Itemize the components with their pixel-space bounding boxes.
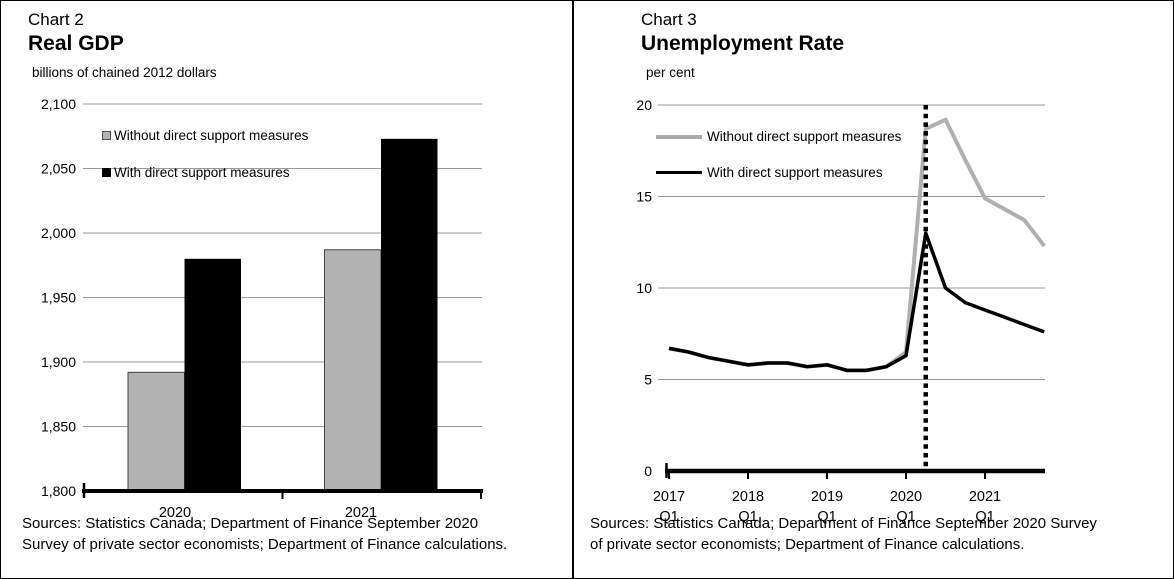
- black-square-marker-icon: [102, 168, 111, 177]
- legend-label-with-support: With direct support measures: [114, 165, 290, 180]
- y-tick-label: 15: [636, 189, 652, 205]
- chart2-number-label: Chart 2: [28, 10, 84, 29]
- x-tick-year-label: 2019: [811, 489, 843, 505]
- y-tick-label: 1,800: [41, 483, 76, 499]
- x-tick-year-label: 2021: [969, 489, 1001, 505]
- y-tick-label: 1,900: [41, 354, 76, 370]
- y-tick-label: 5: [644, 372, 652, 388]
- bar-without-support: [127, 371, 185, 492]
- x-tick-quarter-label: Q1: [659, 509, 678, 525]
- x-tick-year-label: 2020: [890, 489, 922, 505]
- real-gdp-bar-chart: 1,800 1,850 1,900 1,950 2,000 2,050 2,100 2020 2…: [41, 96, 483, 521]
- y-tick-label: 10: [636, 280, 652, 296]
- chart2-panel: 1,800 1,850 1,900 1,950 2,000 2,050 2,100 2020 2…: [1, 1, 573, 578]
- x-tick-label: 2020: [159, 505, 191, 521]
- line-without-support: [668, 117, 1046, 373]
- chart3-sources-line2: of private sector economists; Department…: [590, 536, 1025, 553]
- chart2-sources-line2: Survey of private sector economists; Dep…: [22, 536, 508, 553]
- panel-divider: [572, 1, 574, 578]
- y-tick-label: 2,100: [41, 96, 76, 112]
- y-tick-label: 2,050: [41, 161, 76, 177]
- legend-label-with-support: With direct support measures: [707, 165, 883, 180]
- chart3-panel: 0 5 10 15 20 2017 Q1 2018 Q1 2019 Q1 2020 Q1 2021 Q1 C…: [575, 1, 1173, 578]
- x-tick-quarter-label: Q1: [975, 509, 994, 525]
- chart2-sources: Sources: Statistics Canada; Department o…: [22, 513, 567, 555]
- bar-with-support: [381, 138, 438, 491]
- legend-label-without-support: Without direct support measures: [707, 129, 902, 144]
- y-tick-label: 1,850: [41, 419, 76, 435]
- chart3-legend-item-with-support: With direct support measures: [656, 165, 883, 180]
- line-with-support: [668, 231, 1045, 373]
- y-tick-label: 2,000: [41, 225, 76, 241]
- unemployment-rate-line-chart: 0 5 10 15 20 2017 Q1 2018 Q1 2019 Q1 2020 Q1 2021 Q1: [636, 97, 1046, 525]
- chart3-sources: Sources: Statistics Canada; Department o…: [590, 513, 1168, 555]
- y-tick-label: 1,950: [41, 290, 76, 306]
- x-tick-year-label: 2017: [653, 489, 685, 505]
- legend-label-without-support: Without direct support measures: [114, 128, 309, 143]
- chart2-sources-line1: Sources: Statistics Canada; Department o…: [22, 515, 479, 532]
- bar-without-support: [324, 249, 382, 492]
- x-tick-year-label: 2018: [732, 489, 764, 505]
- x-tick-quarter-label: Q1: [738, 509, 757, 525]
- chart3-title: Unemployment Rate: [641, 32, 845, 55]
- gray-line-marker-icon: [656, 134, 702, 139]
- chart2-legend-item-with-support: With direct support measures: [102, 165, 290, 180]
- chart2-legend-item-without-support: Without direct support measures: [102, 128, 308, 143]
- chart3-sources-line1: Sources: Statistics Canada; Department o…: [590, 515, 1097, 532]
- chart3-number-label: Chart 3: [641, 10, 697, 29]
- bar-with-support: [184, 258, 241, 491]
- y-tick-label: 0: [644, 463, 652, 479]
- x-tick-quarter-label: Q1: [817, 509, 836, 525]
- y-tick-label: 20: [636, 97, 652, 113]
- chart3-unit-label: per cent: [646, 65, 695, 80]
- chart3-legend-item-without-support: Without direct support measures: [656, 129, 901, 144]
- x-tick-label: 2021: [345, 505, 377, 521]
- chart2-title: Real GDP: [28, 32, 124, 55]
- black-line-marker-icon: [656, 170, 702, 175]
- chart2-unit-label: billions of chained 2012 dollars: [32, 65, 217, 80]
- gray-square-marker-icon: [102, 131, 111, 140]
- x-tick-quarter-label: Q1: [896, 509, 915, 525]
